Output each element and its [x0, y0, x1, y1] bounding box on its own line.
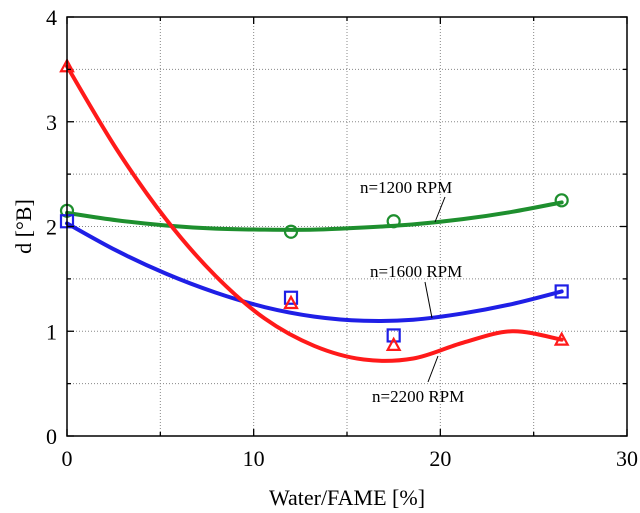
axis-ticks: 0 10 20 30 0 1 2 3 4: [46, 5, 638, 471]
x-axis-label: Water/FAME [%]: [269, 485, 425, 510]
fit-curve-0: [65, 200, 564, 232]
x-tick-label: 10: [243, 446, 265, 471]
y-tick-label: 1: [46, 319, 57, 344]
y-tick-label: 3: [46, 110, 57, 135]
y-tick-label: 0: [46, 424, 57, 449]
marker-square: [283, 290, 299, 305]
annotation-label: n=1200 RPM: [360, 178, 452, 197]
fit-curves: [65, 64, 564, 363]
marker-square: [554, 284, 569, 299]
fit-curve-2: [65, 64, 564, 363]
marker-circle: [386, 214, 401, 229]
x-tick-label: 0: [62, 446, 73, 471]
marker-triangle: [553, 331, 570, 346]
x-tick-label: 30: [616, 446, 638, 471]
annotation-label: n=1600 RPM: [370, 262, 462, 281]
y-tick-label: 2: [46, 215, 57, 240]
curve-annotations: n=1200 RPM n=1600 RPM n=2200 RPM: [360, 178, 464, 406]
annotation-leader: [427, 355, 439, 383]
marker-square: [386, 328, 401, 343]
annotation-leader: [424, 281, 433, 319]
x-tick-label: 20: [429, 446, 451, 471]
marker-triangle: [385, 336, 402, 351]
marker-triangle: [283, 294, 299, 310]
fit-curve-1: [65, 221, 564, 324]
marker-circle: [554, 193, 569, 208]
marker-circle: [283, 224, 299, 239]
y-tick-label: 4: [46, 5, 57, 30]
annotation-label: n=2200 RPM: [372, 387, 464, 406]
annotation-leader: [434, 196, 446, 223]
y-axis-label: d [°B]: [11, 199, 36, 254]
